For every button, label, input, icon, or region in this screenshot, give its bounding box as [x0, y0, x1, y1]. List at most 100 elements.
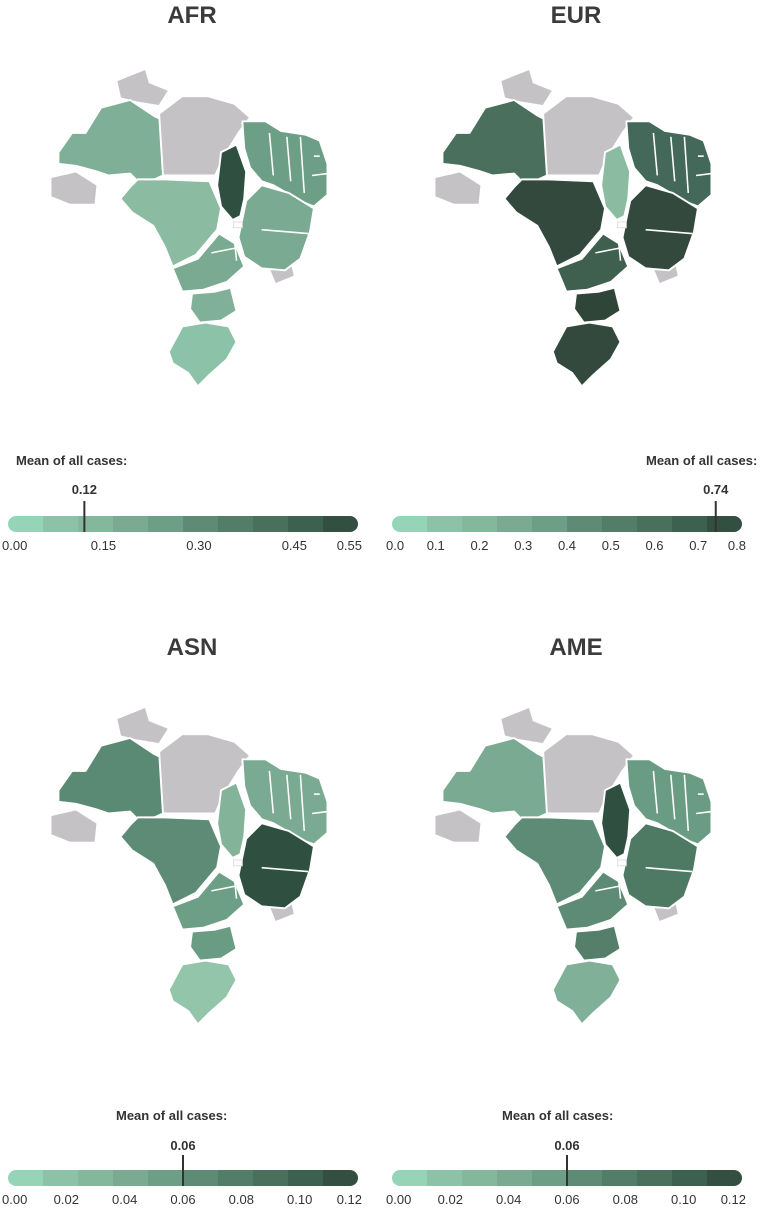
legend-swatch: [497, 516, 533, 532]
legend-tick-label: 0.12: [721, 1192, 746, 1207]
state-region: [119, 178, 223, 268]
legend-swatch: [567, 1170, 603, 1186]
color-scale-legend: 0.00 0.15 0.30 0.45 0.55: [0, 496, 384, 566]
state-border: [652, 770, 659, 814]
state-region: [600, 143, 632, 221]
legend-swatch: [148, 1170, 184, 1186]
legend-swatch: [602, 1170, 638, 1186]
brazil-map: [384, 678, 768, 1038]
legend-swatch: [602, 516, 638, 532]
no-data-region: [499, 68, 554, 107]
state-border: [261, 228, 309, 235]
state-region: [237, 822, 315, 910]
state-border: [617, 241, 622, 261]
legend-swatch: [288, 1170, 324, 1186]
panel-title: EUR: [550, 2, 602, 29]
legend-tick-label: 0.10: [287, 1192, 312, 1207]
legend-tick-label: 0.00: [2, 538, 27, 553]
no-data-region: [433, 170, 482, 206]
legend-swatch: [462, 516, 498, 532]
state-region: [600, 781, 632, 859]
legend-tick-label: 0.02: [438, 1192, 463, 1207]
legend-tick-label: 0.06: [554, 1192, 579, 1207]
legend-swatch: [78, 1170, 114, 1186]
panel-ame: AME Mean of all cases: 0.06 0.00 0.02 0.04…: [384, 596, 768, 1207]
panel-title: AFR: [167, 2, 217, 29]
legend-tick-label: 0.15: [91, 538, 116, 553]
legend-swatch: [392, 1170, 428, 1186]
no-data-region: [115, 68, 170, 107]
state-border: [652, 132, 659, 176]
brazil-map: [0, 678, 384, 1038]
legend-swatch: [637, 516, 673, 532]
legend-swatch: [218, 516, 254, 532]
federal-district-marker: [617, 859, 627, 867]
mean-value: 0.06: [170, 1138, 196, 1153]
state-border: [268, 770, 275, 814]
brazil-map-svg: [433, 68, 713, 388]
mean-value: 0.12: [71, 482, 98, 497]
legend-tick-label: 0.6: [645, 538, 663, 553]
state-border: [670, 774, 676, 820]
state-region: [555, 870, 630, 931]
state-region: [216, 143, 248, 221]
legend-swatch: [253, 1170, 289, 1186]
legend-swatch: [113, 1170, 149, 1186]
legend-swatch: [78, 516, 114, 532]
brazil-map: [0, 40, 384, 400]
panel-afr: AFR Mean of all cases: 0.12 0.00 0.15 0.30…: [0, 0, 384, 596]
mean-label: Mean of all cases:: [116, 1108, 228, 1123]
mean-label: Mean of all cases:: [16, 453, 128, 468]
state-region: [503, 178, 606, 268]
mean-label: Mean of all cases:: [502, 1108, 614, 1123]
state-border: [233, 241, 238, 261]
no-data-region: [49, 170, 98, 206]
legend-tick-label: 0.2: [470, 538, 488, 553]
legend-tick-label: 0.10: [671, 1192, 696, 1207]
legend-tick-label: 0.1: [427, 538, 445, 553]
state-region: [503, 816, 606, 906]
legend-tick-label: 0.45: [282, 538, 307, 553]
state-region: [625, 120, 713, 208]
brazil-map-svg: [433, 706, 713, 1026]
legend-swatch: [462, 1170, 498, 1186]
state-border: [286, 136, 292, 182]
mean-label: Mean of all cases:: [646, 453, 758, 468]
brazil-map-svg: [49, 706, 329, 1026]
state-border: [670, 136, 676, 182]
state-region: [621, 822, 699, 910]
legend-swatch: [148, 516, 184, 532]
federal-district-marker: [233, 859, 243, 867]
color-scale-legend: 0.0 0.1 0.2 0.3 0.4 0.5 0.6 0.7 0.8: [384, 496, 768, 566]
state-region: [241, 120, 329, 208]
legend-svg: 0.00 0.02 0.04 0.06 0.08 0.10 0.12: [2, 1155, 362, 1207]
state-region: [551, 959, 622, 1026]
legend-tick-label: 0.5: [602, 538, 620, 553]
state-border: [261, 866, 309, 873]
legend-swatch: [427, 1170, 463, 1186]
panel-eur: EUR Mean of all cases: 0.74 0.0 0.1 0.2 0.3…: [384, 0, 768, 596]
state-region: [551, 321, 622, 388]
legend-tick-label: 0.4: [558, 538, 576, 553]
legend-swatch: [253, 516, 289, 532]
legend-swatch: [113, 516, 149, 532]
legend-swatch: [323, 516, 358, 532]
legend-svg: 0.00 0.15 0.30 0.45 0.55: [2, 501, 362, 553]
legend-tick-label: 0.04: [112, 1192, 137, 1207]
state-border: [268, 132, 275, 176]
state-border: [683, 774, 690, 831]
legend-tick-label: 0.08: [613, 1192, 638, 1207]
state-border: [683, 136, 690, 193]
state-border: [617, 879, 622, 899]
state-region: [216, 781, 248, 859]
state-region: [625, 758, 713, 846]
legend-tick-label: 0.08: [229, 1192, 254, 1207]
state-region: [237, 184, 315, 272]
state-region: [573, 286, 622, 324]
panel-asn: ASN Mean of all cases: 0.06 0.00 0.02 0.04…: [0, 596, 384, 1207]
legend-svg: 0.00 0.02 0.04 0.06 0.08 0.10 0.12: [386, 1155, 746, 1207]
legend-tick-label: 0.00: [2, 1192, 27, 1207]
state-border: [311, 172, 328, 177]
panel-title: AME: [549, 634, 603, 661]
legend-swatch: [637, 1170, 673, 1186]
